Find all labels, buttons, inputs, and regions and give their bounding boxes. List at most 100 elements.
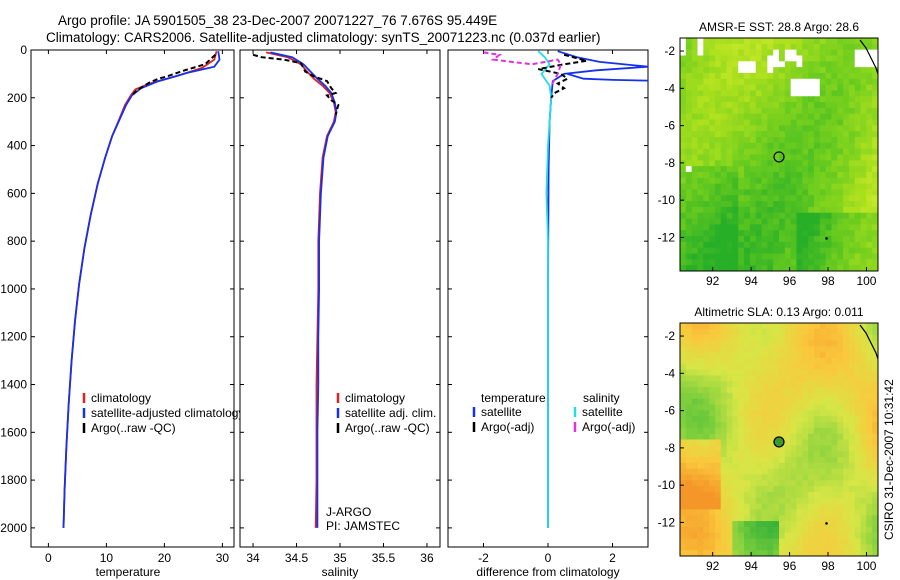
heatmap-cell [808, 253, 815, 260]
heatmap-cell [831, 84, 838, 92]
heatmap-cell [732, 387, 739, 394]
heatmap-cell [738, 474, 745, 481]
heatmap-cell [685, 107, 693, 115]
heatmap-cell [767, 265, 774, 271]
heatmap-cell [755, 486, 763, 493]
heatmap-cell [697, 462, 704, 470]
heatmap-cell [761, 497, 768, 505]
heatmap-cell [685, 55, 693, 62]
heatmap-cell [872, 439, 878, 446]
heatmap-cell [685, 410, 693, 417]
heatmap-cell [749, 72, 757, 80]
heatmap-cell [691, 352, 699, 359]
heatmap-cell [860, 61, 867, 68]
heatmap-cell [802, 323, 809, 330]
heatmap-cell [796, 224, 803, 231]
heatmap-cell [802, 404, 809, 411]
heatmap-cell [709, 166, 716, 173]
heatmap-cell [784, 468, 792, 476]
heatmap-cell [709, 189, 716, 196]
heatmap-cell [854, 236, 862, 243]
heatmap-cell [697, 102, 704, 109]
heatmap-cell [796, 259, 803, 266]
heatmap-cell [848, 503, 856, 510]
heatmap-cell [703, 404, 710, 411]
heatmap-cell [749, 201, 757, 208]
heatmap-cell [837, 468, 844, 476]
heatmap-cell [779, 148, 786, 156]
heatmap-cell [779, 363, 786, 371]
heatmap-cell [860, 410, 867, 417]
heatmap-cell [813, 497, 821, 505]
heatmap-cell [680, 369, 687, 377]
heatmap-cell [854, 521, 862, 528]
heatmap-cell [872, 171, 878, 179]
heatmap-cell [685, 171, 693, 179]
heatmap-cell [790, 357, 798, 365]
heatmap-cell [714, 247, 722, 255]
heatmap-cell [837, 550, 844, 556]
heatmap-cell [843, 189, 850, 196]
heatmap-cell [726, 189, 734, 196]
heatmap-cell [819, 515, 827, 522]
heatmap-cell [854, 125, 862, 132]
heatmap-cell [843, 323, 850, 330]
heatmap-cell [802, 387, 809, 394]
heatmap-cell [837, 398, 844, 406]
heatmap-cell [808, 451, 815, 458]
island-dot [825, 237, 828, 240]
heatmap-cell [854, 131, 862, 138]
heatmap-cell [749, 84, 757, 92]
heatmap-cell [767, 113, 774, 121]
heatmap-cell [703, 102, 710, 109]
heatmap-cell [848, 509, 856, 516]
heatmap-cell [767, 340, 774, 347]
heatmap-cell [802, 189, 809, 196]
heatmap-cell [837, 515, 844, 522]
heatmap-cell [773, 328, 780, 336]
heatmap-cell [860, 550, 867, 556]
heatmap-cell [843, 49, 850, 57]
heatmap-cell [732, 107, 739, 115]
heatmap-cell [779, 259, 786, 266]
heatmap-cell [843, 38, 850, 45]
heatmap-cell [796, 102, 803, 109]
heatmap-cell [808, 102, 815, 109]
heatmap-cell [831, 538, 838, 545]
heatmap-cell [843, 206, 850, 214]
heatmap-cell [866, 532, 873, 540]
heatmap-cell [825, 323, 833, 330]
heatmap-cell [831, 381, 838, 388]
heatmap-cell [703, 334, 710, 342]
heatmap-cell [790, 451, 798, 458]
heatmap-cell [761, 416, 768, 423]
difference-profile-lines [483, 50, 648, 528]
heatmap-cell [813, 183, 821, 191]
heatmap-cell [796, 160, 803, 167]
heatmap-cell [738, 375, 745, 382]
heatmap-cell [813, 38, 821, 45]
heatmap-cell [767, 375, 774, 382]
heatmap-cell [860, 72, 867, 80]
salinity-legend-1-label: satellite adj. clim. [345, 406, 436, 420]
heatmap-cell [837, 381, 844, 388]
heatmap-cell [790, 328, 798, 336]
heatmap-cell [726, 49, 734, 57]
heatmap-cell [802, 218, 809, 225]
heatmap-cell [848, 328, 856, 336]
heatmap-cell [697, 521, 704, 528]
heatmap-cell [843, 125, 850, 132]
heatmap-cell [848, 67, 856, 74]
heatmap-cell [854, 43, 862, 51]
heatmap-cell [744, 521, 751, 528]
heatmap-cell [755, 72, 763, 80]
x-tick-label: 0 [45, 551, 52, 565]
heatmap-cell [866, 323, 873, 330]
difference-legend: temperature salinitysatelliteArgo(-adj)sa… [472, 391, 635, 434]
heatmap-cell [796, 171, 803, 179]
heatmap-cell [866, 67, 873, 74]
heatmap-cell [819, 491, 827, 499]
heatmap-cell [825, 526, 833, 534]
heatmap-cell [854, 375, 862, 382]
heatmap-cell [691, 468, 699, 476]
